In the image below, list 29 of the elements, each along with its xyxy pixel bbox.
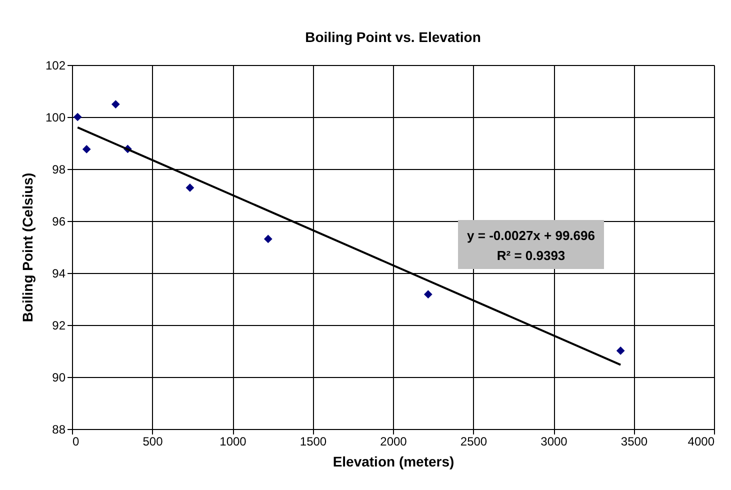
- point: [264, 234, 272, 244]
- x-tick-label: 2500: [460, 434, 488, 448]
- point: [424, 290, 432, 299]
- x-tick-label: 1000: [220, 434, 247, 448]
- x-tick-label: 4000: [688, 434, 715, 448]
- x-tick-label: 0: [72, 434, 80, 448]
- y-tick-label: 92: [52, 318, 66, 332]
- point: [186, 184, 194, 192]
- x-axis-title: Elevation (meters): [332, 454, 454, 470]
- x-tick-label: 3500: [620, 434, 648, 448]
- y-tick-label: 88: [52, 422, 66, 436]
- annotation: y = -0.0027x + 99.696: [467, 228, 595, 243]
- x-tick-label: 500: [142, 434, 164, 448]
- y-tick-label: 94: [52, 266, 66, 280]
- point: [616, 346, 625, 355]
- y-tick-label: 96: [52, 214, 66, 228]
- y-tick-label: 102: [45, 58, 66, 72]
- point: [111, 100, 120, 108]
- point: [82, 145, 91, 154]
- point: [73, 112, 82, 122]
- y-tick-label: 90: [52, 370, 66, 384]
- annotation: R² = 0.9393: [496, 248, 566, 263]
- y-axis-title: Boiling Point (Celsius): [19, 172, 36, 322]
- y-tick-label: 100: [45, 110, 66, 124]
- y-tick-label: 98: [52, 162, 66, 176]
- x-tick-label: 3000: [540, 434, 568, 448]
- chart-title: Boiling Point vs. Elevation: [305, 29, 481, 45]
- x-tick-label: 2000: [380, 434, 408, 448]
- x-tick-label: 1500: [300, 434, 327, 448]
